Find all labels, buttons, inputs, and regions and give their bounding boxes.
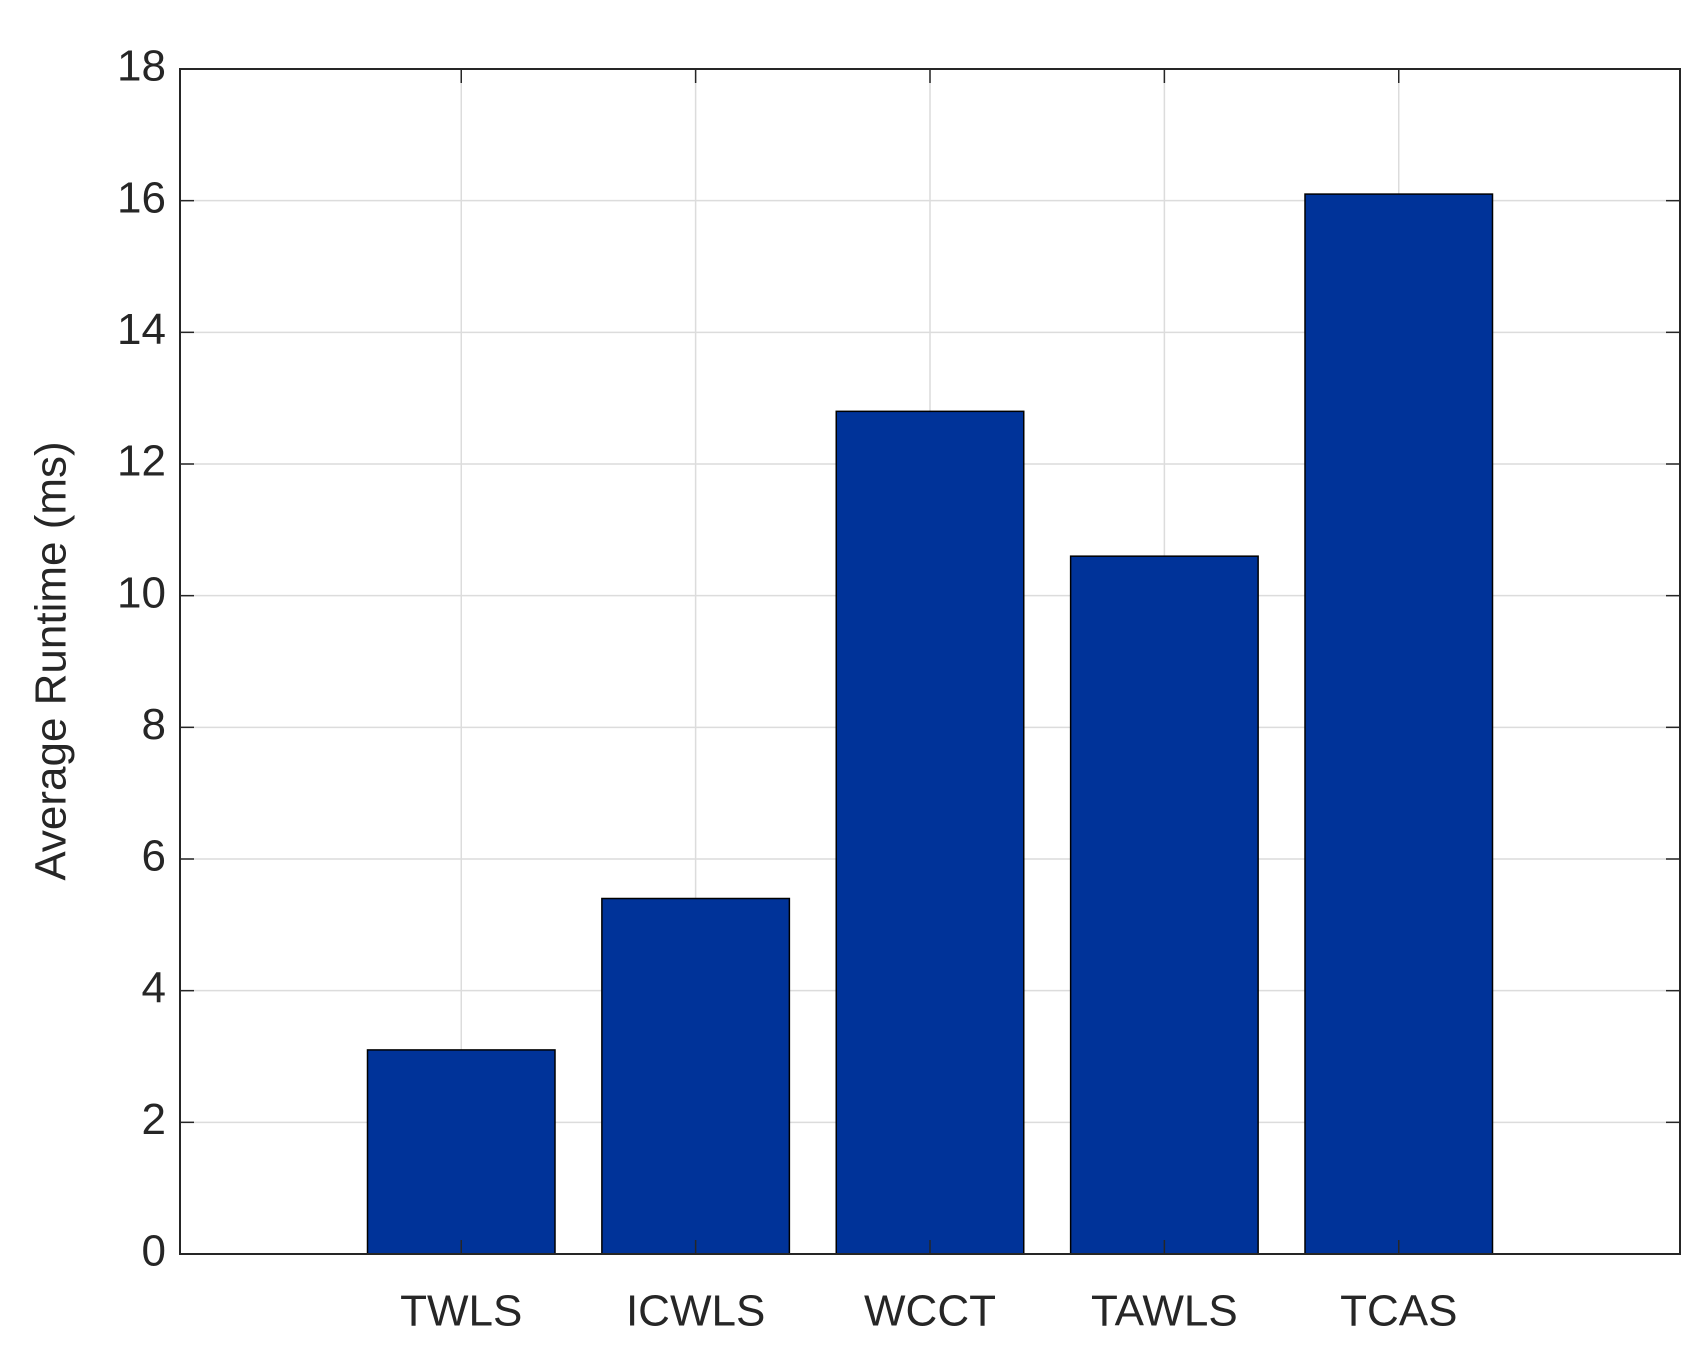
x-tick-label: TCAS [1340, 1287, 1457, 1336]
plot-frame [179, 68, 1681, 1255]
y-tick-label: 2 [142, 1095, 166, 1144]
x-tick-label: ICWLS [626, 1287, 765, 1336]
y-tick-label: 0 [142, 1227, 166, 1276]
y-tick-label: 10 [117, 568, 166, 617]
y-tick-label: 4 [142, 963, 166, 1012]
y-tick-label: 16 [117, 173, 166, 222]
y-axis-label: Average Runtime (ms) [27, 441, 76, 880]
x-tick-label: WCCT [864, 1287, 996, 1336]
bar [1069, 555, 1259, 1255]
x-tick-label: TWLS [400, 1287, 522, 1336]
bar [835, 410, 1025, 1255]
bar [601, 897, 791, 1255]
x-tick-label: TAWLS [1091, 1287, 1238, 1336]
y-tick-label: 12 [117, 437, 166, 486]
bar [366, 1049, 556, 1255]
y-tick-label: 8 [142, 700, 166, 749]
y-tick-label: 18 [117, 42, 166, 91]
y-tick-label: 14 [117, 305, 166, 354]
y-tick-label: 6 [142, 832, 166, 881]
bar [1304, 193, 1494, 1255]
